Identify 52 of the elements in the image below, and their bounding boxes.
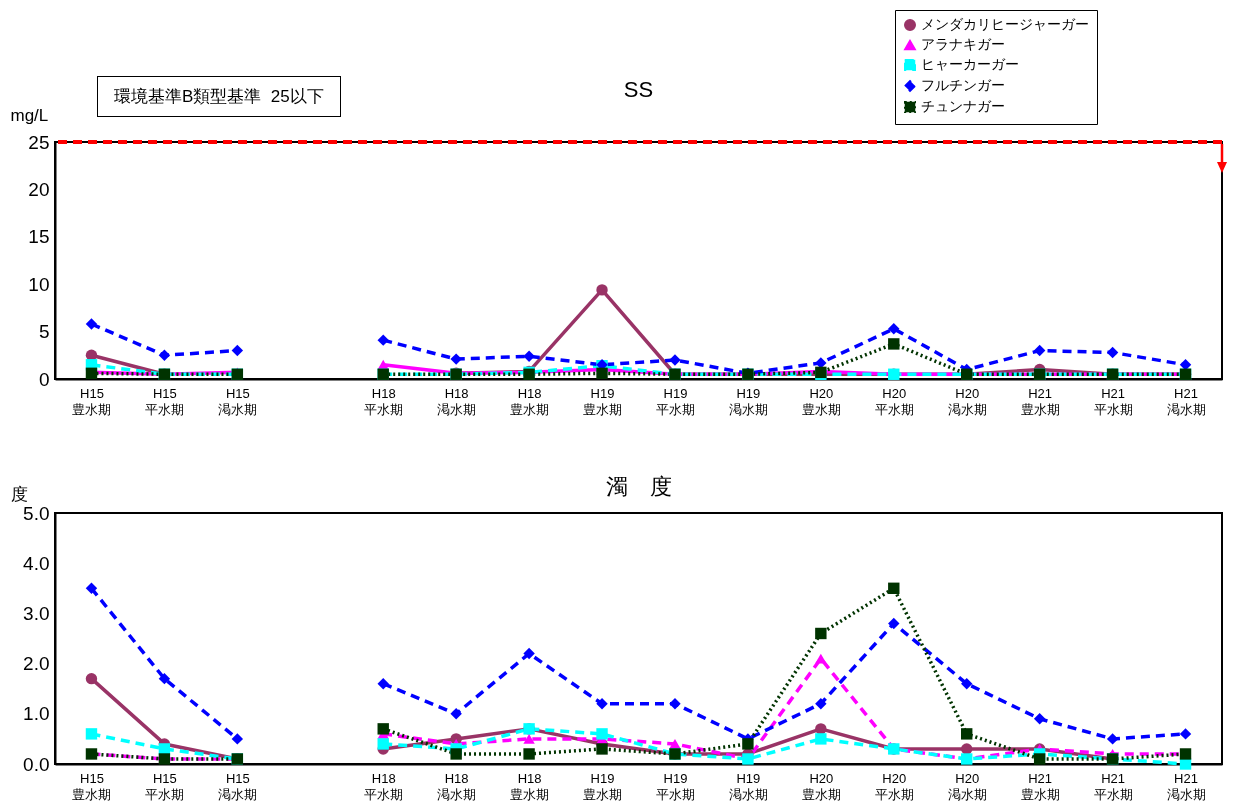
x-tick-label: H21 平水期 [1093, 770, 1133, 802]
x-tick-label: H20 平水期 [874, 770, 914, 802]
x-tick-label: H18 渇水期 [437, 385, 477, 417]
y-tick-label: 5 [38, 321, 50, 343]
y-axis-title: 度 [10, 484, 28, 504]
legend-label: アラナキガー [921, 36, 1005, 52]
x-tick-label: H21 豊水期 [1020, 770, 1060, 802]
x-tick-label: H19 豊水期 [583, 385, 623, 417]
x-tick-label: H18 平水期 [364, 770, 404, 802]
x-tick-label: H15 豊水期 [72, 770, 112, 802]
x-tick-label: H18 平水期 [364, 385, 404, 417]
x-tick-label: H21 渇水期 [1166, 385, 1206, 417]
x-tick-label: H15 豊水期 [72, 385, 112, 417]
x-tick-label: H20 豊水期 [801, 770, 841, 802]
x-tick-label: H21 渇水期 [1166, 770, 1206, 802]
x-tick-label: H19 渇水期 [728, 770, 768, 802]
x-tick-label: H20 平水期 [874, 385, 914, 417]
y-tick-label: 2.0 [23, 653, 50, 675]
y-tick-label: 20 [28, 178, 50, 200]
y-tick-label: 4.0 [23, 552, 50, 574]
x-tick-label: H19 平水期 [655, 770, 695, 802]
x-tick-label: H20 豊水期 [801, 385, 841, 417]
legend-label: チュンナガー [921, 98, 1005, 114]
y-tick-label: 1.0 [23, 703, 50, 725]
x-tick-label: H19 豊水期 [583, 770, 623, 802]
chart-title: 濁 度 [605, 474, 672, 499]
x-tick-label: H15 平水期 [145, 770, 185, 802]
y-tick-label: 0 [38, 368, 50, 390]
x-tick-label: H20 渇水期 [947, 770, 987, 802]
x-tick-label: H18 豊水期 [510, 770, 550, 802]
y-tick-label: 5.0 [23, 502, 50, 524]
legend-label: フルチンガー [921, 77, 1005, 93]
x-tick-label: H18 豊水期 [510, 385, 550, 417]
x-tick-label: H19 平水期 [655, 385, 695, 417]
y-tick-label: 25 [28, 131, 50, 153]
x-tick-label: H15 渇水期 [218, 770, 258, 802]
x-tick-label: H15 平水期 [145, 385, 185, 417]
legend-label: ヒャーカーガー [921, 56, 1019, 72]
y-tick-label: 3.0 [23, 602, 50, 624]
ref-line-label: 環境基準B類型基準 25以下 [97, 76, 341, 117]
chart-title: SS [623, 77, 654, 102]
y-axis-title: mg/L [10, 105, 49, 125]
x-tick-label: H21 豊水期 [1020, 385, 1060, 417]
x-tick-label: H21 平水期 [1093, 385, 1133, 417]
x-tick-label: H20 渇水期 [947, 385, 987, 417]
x-tick-label: H15 渇水期 [218, 385, 258, 417]
legend-label: メンダカリヒージャーガー [921, 16, 1089, 32]
y-tick-label: 10 [28, 273, 50, 295]
x-tick-label: H19 渇水期 [728, 385, 768, 417]
y-tick-label: 0.0 [23, 753, 50, 775]
x-tick-label: H18 渇水期 [437, 770, 477, 802]
y-tick-label: 15 [28, 226, 50, 248]
